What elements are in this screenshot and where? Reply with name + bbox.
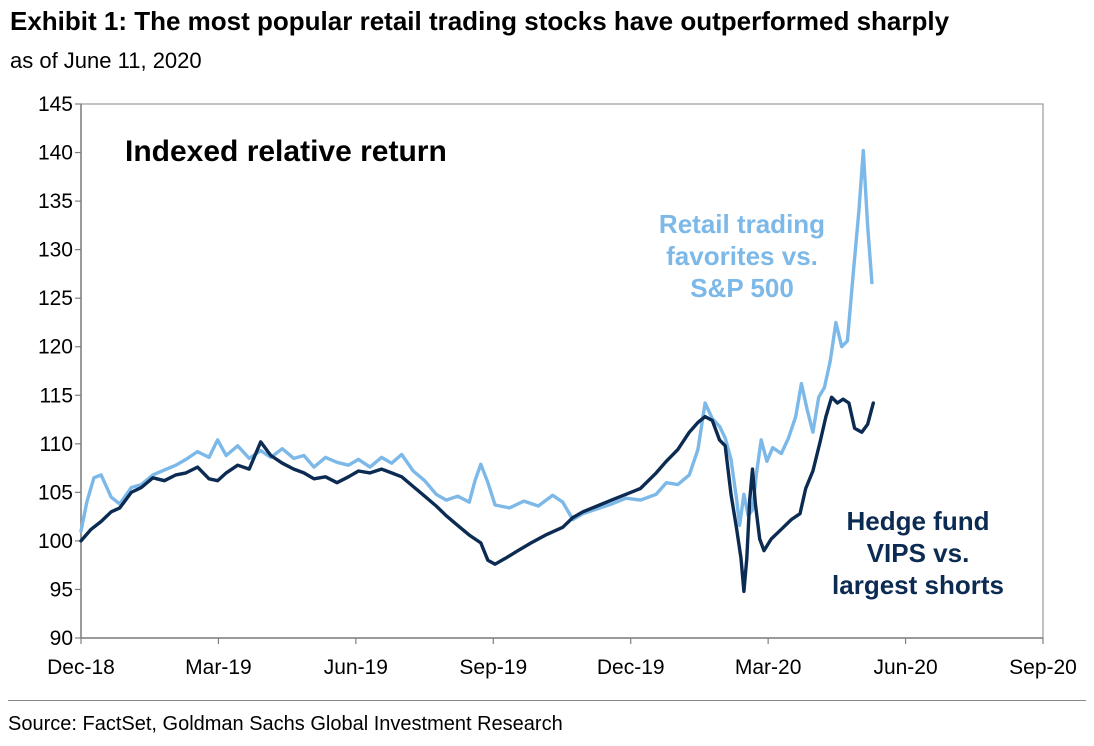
chart-series [79, 148, 875, 594]
y-tick-label: 120 [38, 336, 73, 359]
line-chart: 90 95 100 105 110 115 120 125 130 135 140 145 Dec-1… [38, 93, 1077, 679]
y-tick-label: 130 [38, 239, 73, 262]
y-tick-label: 90 [50, 627, 73, 650]
series-label-line: largest shorts [832, 570, 1004, 600]
x-axis-ticks: Dec-18 Mar-19 Jun-19 Sep-19 Dec-19 Mar-20 Jun-… [47, 638, 1077, 679]
hedge-fund-vips-line [79, 395, 875, 594]
chart-inner-label: Indexed relative return [125, 135, 447, 168]
retail-favorites-label: Retail trading favorites vs. S&P 500 [659, 209, 825, 303]
x-tick-label: Mar-20 [735, 656, 802, 679]
x-tick-label: Jun-20 [873, 656, 937, 679]
page-subtitle: as of June 11, 2020 [10, 48, 202, 73]
y-tick-label: 95 [50, 578, 73, 601]
x-tick-label: Dec-18 [47, 656, 115, 679]
series-label-line: VIPS vs. [867, 538, 970, 568]
retail-favorites-line [79, 148, 874, 533]
y-tick-label: 125 [38, 287, 73, 310]
y-tick-label: 110 [40, 433, 73, 456]
chart-axes [80, 103, 1044, 639]
y-axis-ticks: 90 95 100 105 110 115 120 125 130 135 140 145 [38, 93, 81, 650]
x-tick-label: Sep-19 [459, 656, 527, 679]
y-tick-label: 135 [38, 190, 73, 213]
x-tick-label: Sep-20 [1009, 656, 1077, 679]
series-label-line: Hedge fund [847, 506, 990, 536]
hedge-fund-vips-label: Hedge fund VIPS vs. largest shorts [832, 506, 1004, 600]
page-title: Exhibit 1: The most popular retail tradi… [10, 6, 950, 36]
y-tick-label: 145 [38, 93, 73, 116]
series-label-line: favorites vs. [666, 241, 818, 271]
y-tick-label: 140 [38, 142, 73, 165]
x-tick-label: Jun-19 [324, 656, 388, 679]
x-tick-label: Mar-19 [185, 656, 252, 679]
footer-divider [8, 700, 1086, 701]
series-labels: Retail trading favorites vs. S&P 500 Hedge … [659, 209, 1004, 600]
series-label-line: Retail trading [659, 209, 825, 239]
series-label-line: S&P 500 [690, 273, 794, 303]
y-tick-label: 105 [38, 481, 73, 504]
y-tick-label: 100 [38, 530, 73, 553]
x-tick-label: Dec-19 [597, 656, 665, 679]
source-note: Source: FactSet, Goldman Sachs Global In… [8, 713, 563, 735]
y-tick-label: 115 [40, 384, 73, 407]
